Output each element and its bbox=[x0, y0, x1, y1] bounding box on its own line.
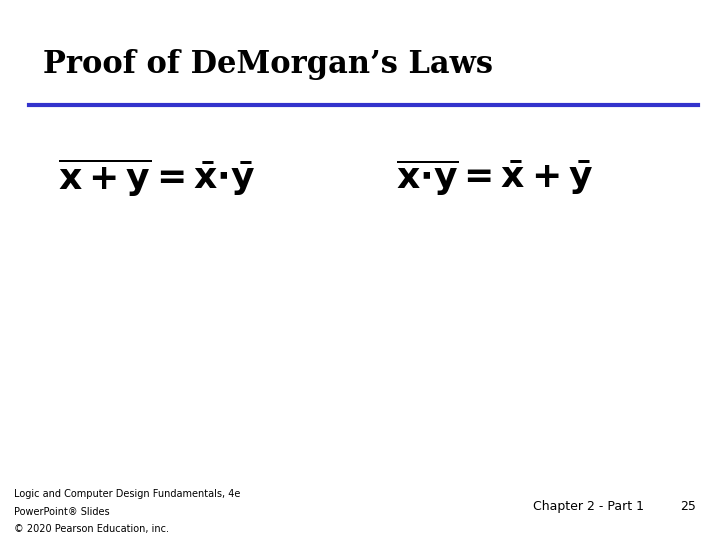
Text: 25: 25 bbox=[680, 500, 696, 513]
Text: Proof of DeMorgan’s Laws: Proof of DeMorgan’s Laws bbox=[43, 49, 493, 79]
Text: PowerPoint® Slides: PowerPoint® Slides bbox=[14, 507, 110, 517]
Text: Logic and Computer Design Fundamentals, 4e: Logic and Computer Design Fundamentals, … bbox=[14, 489, 240, 499]
Text: Chapter 2 - Part 1: Chapter 2 - Part 1 bbox=[533, 500, 644, 513]
Text: $\mathbf{\overline{x{\cdot}y} = \bar{x}+\bar{y}}$: $\mathbf{\overline{x{\cdot}y} = \bar{x}+… bbox=[396, 158, 593, 199]
Text: $\mathbf{\overline{x+y} = \bar{x}{\cdot}\bar{y}}$: $\mathbf{\overline{x+y} = \bar{x}{\cdot}… bbox=[58, 157, 255, 199]
Text: © 2020 Pearson Education, inc.: © 2020 Pearson Education, inc. bbox=[14, 524, 169, 535]
